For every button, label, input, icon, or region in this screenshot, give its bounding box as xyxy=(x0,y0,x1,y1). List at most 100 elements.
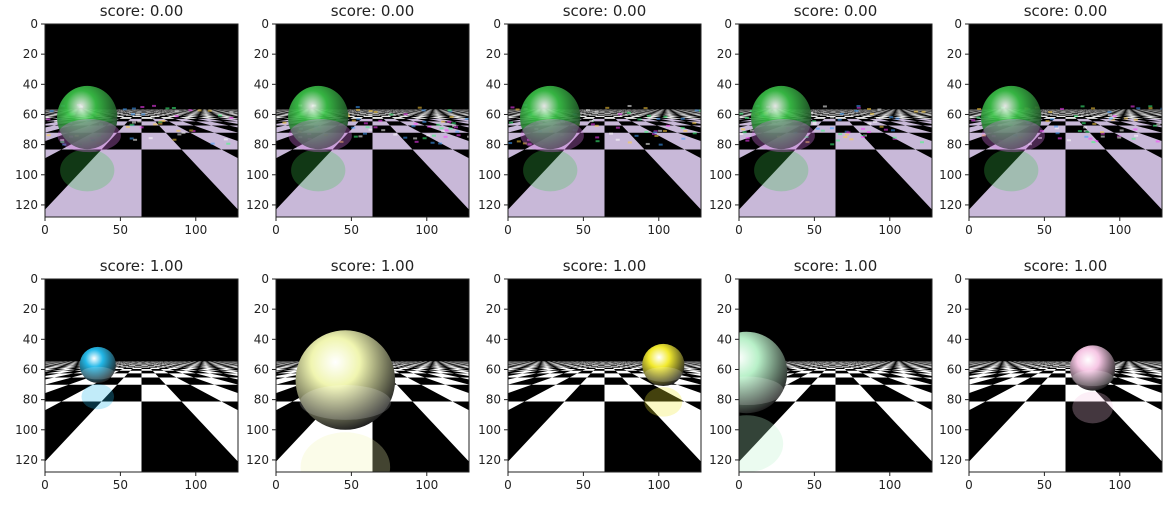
panel-1-0: 0 50 100 0 20 40 60 80 100 120 score: 1.00 xyxy=(15,257,239,492)
panel-frame xyxy=(275,278,470,473)
y-tick-label: 20 xyxy=(717,302,732,316)
panel-image xyxy=(739,24,932,217)
x-tick-label: 0 xyxy=(272,478,280,492)
y-tick-label: 60 xyxy=(947,362,962,376)
y-tick-label: 60 xyxy=(486,362,501,376)
x-tick-label: 100 xyxy=(647,478,670,492)
x-tick-label: 100 xyxy=(1108,223,1131,237)
panel-frame xyxy=(44,278,239,473)
sphere xyxy=(79,346,116,384)
y-tick-label: 40 xyxy=(486,332,501,346)
panel-title: score: 1.00 xyxy=(331,257,415,275)
checker-floor xyxy=(508,361,701,472)
sphere xyxy=(57,85,118,150)
y-tick-label: 40 xyxy=(947,332,962,346)
y-tick-label: 100 xyxy=(478,168,501,182)
sphere xyxy=(1070,345,1116,391)
y-tick-label: 100 xyxy=(939,423,962,437)
checker-floor xyxy=(969,361,1162,472)
y-tick-label: 100 xyxy=(939,168,962,182)
x-tick-label: 100 xyxy=(415,223,438,237)
x-tick-label: 0 xyxy=(272,223,280,237)
panel-frame xyxy=(507,278,702,473)
panel-image xyxy=(739,279,932,472)
y-tick-label: 80 xyxy=(23,393,38,407)
y-tick-label: 80 xyxy=(23,138,38,152)
panel-1-1: 0 50 100 0 20 40 60 80 100 120 score: 1.00 xyxy=(246,257,470,492)
sphere-smear xyxy=(751,118,815,153)
panel-1-4: 0 50 100 0 20 40 60 80 100 120 score: 1.00 xyxy=(939,257,1163,492)
x-tick-label: 50 xyxy=(113,223,128,237)
y-tick-label: 40 xyxy=(23,332,38,346)
y-tick-label: 40 xyxy=(717,332,732,346)
y-tick-label: 100 xyxy=(246,423,269,437)
panel-0-3: 0 50 100 0 20 40 60 80 100 120 score: 0.00 xyxy=(709,2,933,237)
y-tick-label: 20 xyxy=(947,47,962,61)
panel-title: score: 1.00 xyxy=(1024,257,1108,275)
y-tick-label: 60 xyxy=(947,107,962,121)
panel-frame xyxy=(738,23,933,218)
y-tick-label: 60 xyxy=(717,362,732,376)
y-tick-label: 60 xyxy=(23,362,38,376)
sphere xyxy=(751,85,812,150)
y-tick-label: 100 xyxy=(478,423,501,437)
x-tick-label: 0 xyxy=(504,478,512,492)
panel-frame xyxy=(275,23,470,218)
panel-0-4: 0 50 100 0 20 40 60 80 100 120 score: 0.00 xyxy=(939,2,1163,237)
y-tick-label: 0 xyxy=(954,272,962,286)
y-tick-label: 0 xyxy=(261,17,269,31)
y-tick-label: 100 xyxy=(709,168,732,182)
y-tick-label: 100 xyxy=(709,423,732,437)
x-tick-label: 0 xyxy=(965,478,973,492)
checker-floor xyxy=(739,109,932,217)
y-tick-label: 80 xyxy=(254,393,269,407)
y-tick-label: 0 xyxy=(724,17,732,31)
panel-0-0: 0 50 100 0 20 40 60 80 100 120 score: 0.00 xyxy=(15,2,239,237)
x-tick-label: 50 xyxy=(344,223,359,237)
panel-title: score: 0.00 xyxy=(331,2,415,20)
panel-frame xyxy=(44,23,239,218)
panel-0-1: 0 50 100 0 20 40 60 80 100 120 score: 0.00 xyxy=(246,2,470,237)
y-tick-label: 80 xyxy=(947,138,962,152)
panel-title: score: 0.00 xyxy=(1024,2,1108,20)
y-tick-label: 80 xyxy=(254,138,269,152)
y-tick-label: 0 xyxy=(261,272,269,286)
x-tick-label: 50 xyxy=(807,223,822,237)
y-tick-label: 0 xyxy=(954,17,962,31)
checker-floor xyxy=(45,361,238,472)
sphere-reflection xyxy=(1072,391,1113,424)
sphere-reflection xyxy=(300,432,391,472)
panel-image xyxy=(45,24,238,217)
sphere-floor-reflection xyxy=(299,384,392,420)
y-tick-label: 80 xyxy=(486,393,501,407)
sphere xyxy=(288,85,349,150)
panel-1-3: 0 50 100 0 20 40 60 80 100 120 score: 1.00 xyxy=(709,257,933,492)
y-tick-label: 20 xyxy=(486,47,501,61)
y-tick-label: 80 xyxy=(717,138,732,152)
panel-image xyxy=(276,24,469,217)
panel-title: score: 1.00 xyxy=(794,257,878,275)
x-tick-label: 50 xyxy=(1037,478,1052,492)
x-tick-label: 100 xyxy=(878,223,901,237)
y-tick-label: 40 xyxy=(254,77,269,91)
y-tick-label: 40 xyxy=(947,77,962,91)
y-tick-label: 100 xyxy=(246,168,269,182)
panel-title: score: 1.00 xyxy=(563,257,647,275)
y-tick-label: 120 xyxy=(15,453,38,467)
x-tick-label: 100 xyxy=(647,223,670,237)
x-tick-label: 0 xyxy=(41,223,49,237)
y-tick-label: 20 xyxy=(486,302,501,316)
y-tick-label: 0 xyxy=(493,17,501,31)
y-tick-label: 20 xyxy=(254,47,269,61)
panel-title: score: 0.00 xyxy=(100,2,184,20)
x-tick-label: 100 xyxy=(1108,478,1131,492)
y-tick-label: 20 xyxy=(23,302,38,316)
panel-frame xyxy=(968,23,1163,218)
y-tick-label: 0 xyxy=(724,272,732,286)
sphere-smear xyxy=(981,118,1045,153)
panel-image xyxy=(969,24,1162,217)
y-tick-label: 60 xyxy=(486,107,501,121)
y-tick-label: 60 xyxy=(254,362,269,376)
y-tick-label: 120 xyxy=(939,453,962,467)
x-tick-label: 50 xyxy=(576,223,591,237)
